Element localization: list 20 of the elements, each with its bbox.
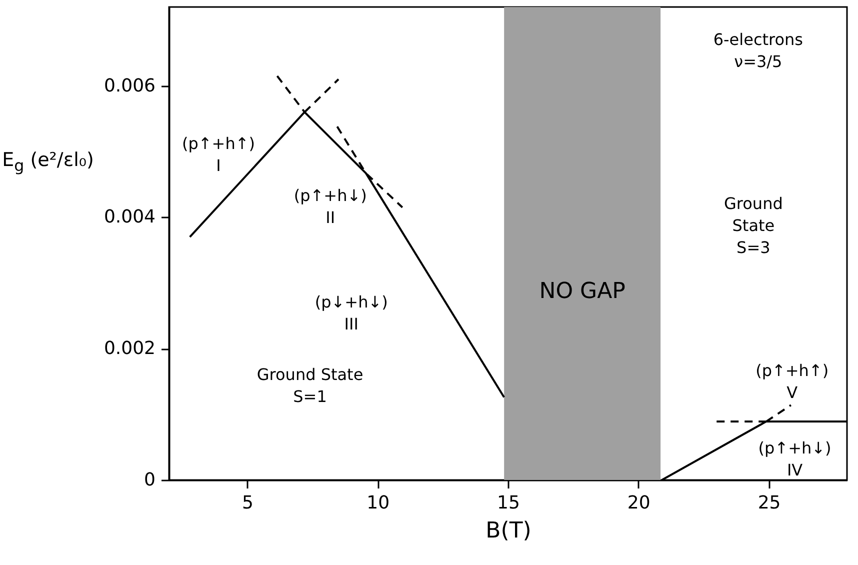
y-tick-label: 0.002 xyxy=(104,338,156,360)
band-label: NO GAP xyxy=(539,278,626,304)
annotation: Ground State S=1 xyxy=(256,364,364,406)
y-axis-title: E$_{g}$ (e²/εl₀) xyxy=(1,148,95,177)
annotation: Ground State S=3 xyxy=(724,194,783,258)
y-tick-label: 0 xyxy=(144,470,156,490)
x-tick-label: 5 xyxy=(242,492,254,514)
annotation: (p↓+h↓) III xyxy=(314,292,388,334)
annotation: (p↑+h↓) IV xyxy=(758,438,832,480)
annotation: (p↑+h↑) V xyxy=(756,361,829,402)
x-tick-label: 20 xyxy=(627,492,650,514)
x-tick-label: 15 xyxy=(497,492,520,514)
x-axis-title: B(T) xyxy=(486,518,532,544)
y-tick-label: 0.004 xyxy=(104,206,156,228)
annotation: (p↑+h↑) I xyxy=(182,134,255,176)
annotation: 6-electrons ν=3/5 xyxy=(713,30,804,72)
annotation: (p↑+h↓) II xyxy=(294,186,367,228)
x-tick-label: 10 xyxy=(366,492,390,514)
y-tick-label: 0.006 xyxy=(104,75,156,96)
x-tick-label: 25 xyxy=(758,492,781,514)
